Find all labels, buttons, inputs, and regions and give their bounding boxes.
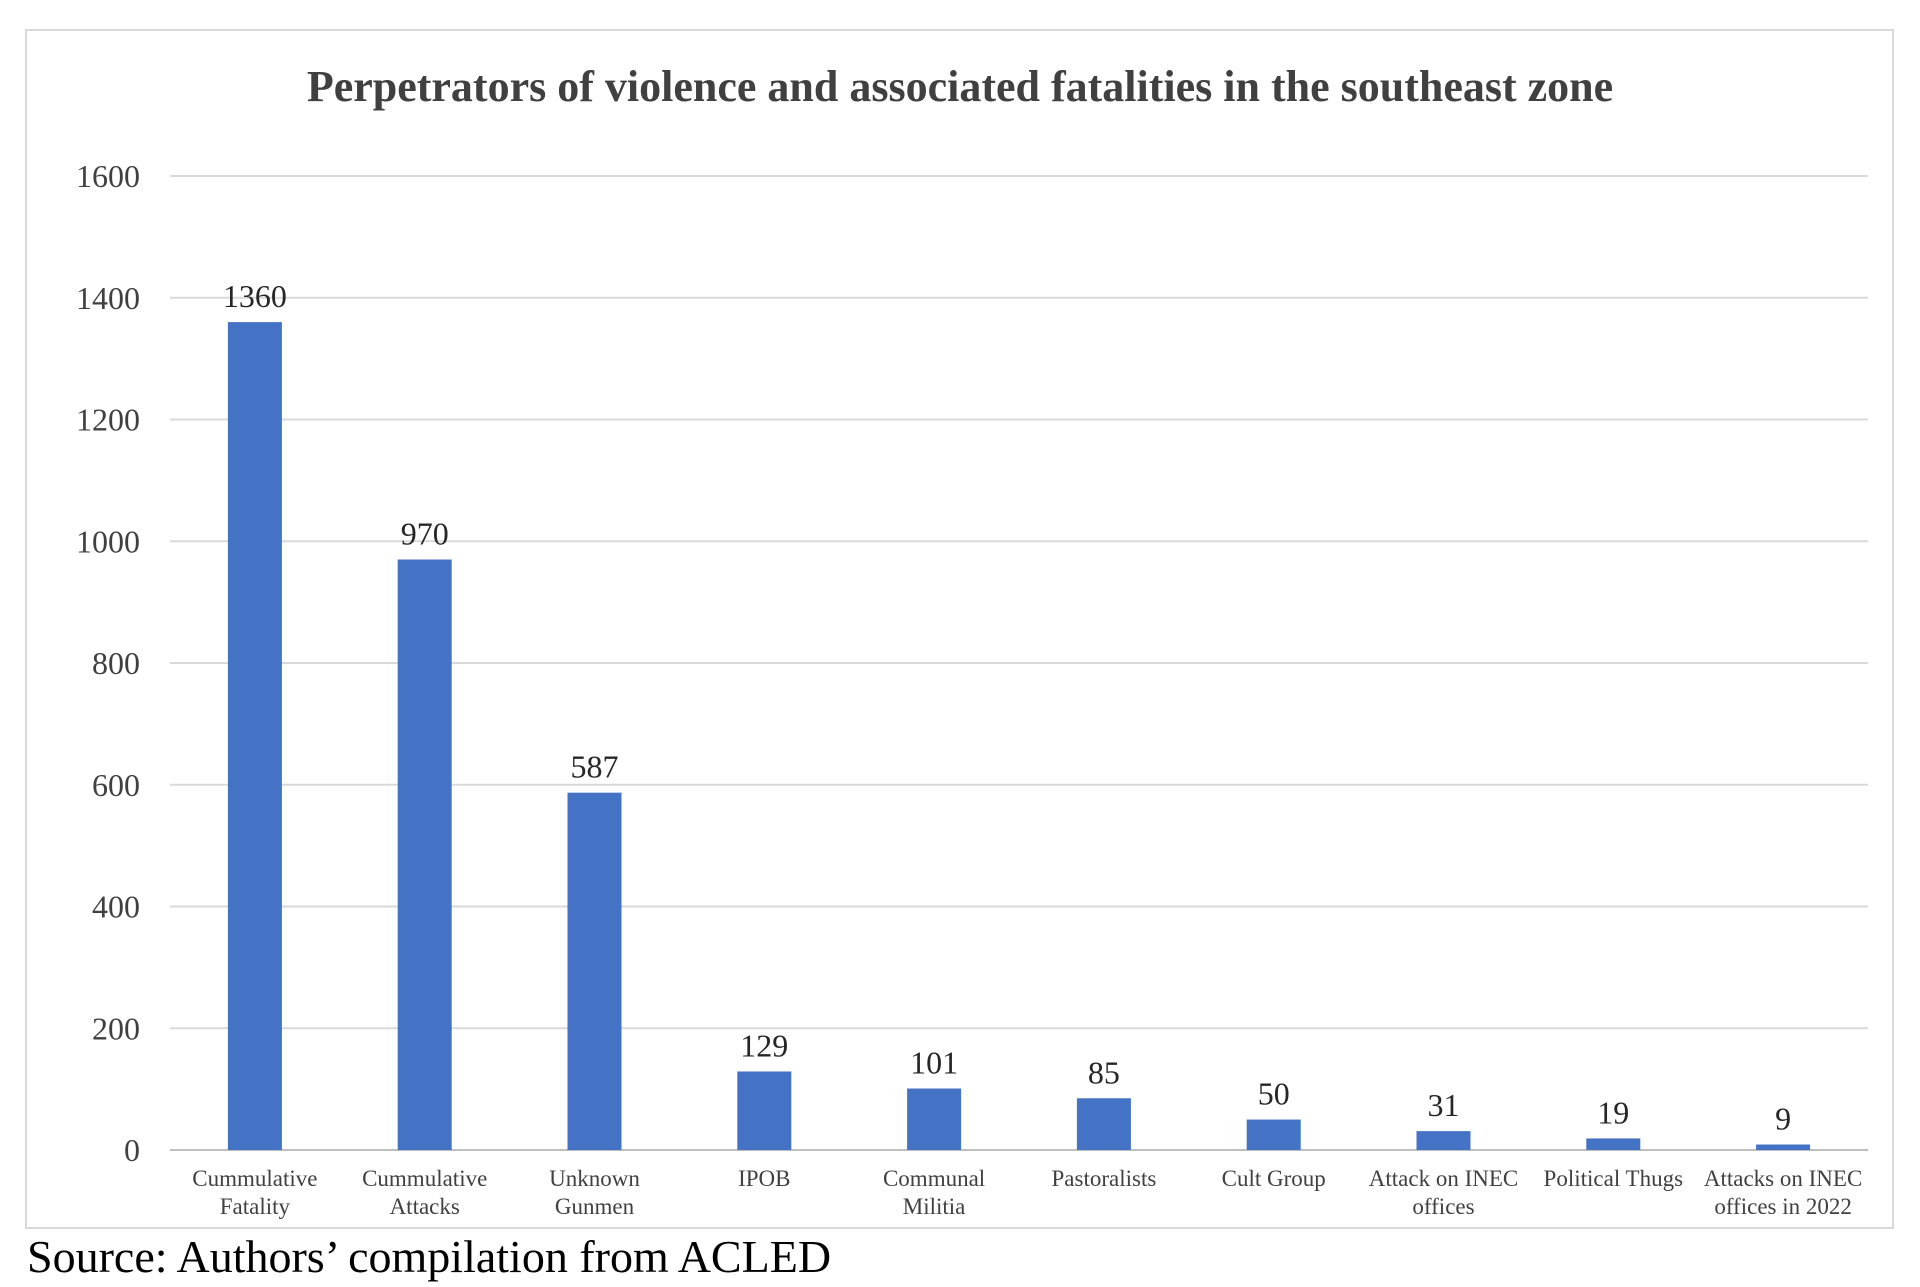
data-label: 9 [1775, 1101, 1791, 1137]
x-category-label-line: Cummulative [192, 1166, 317, 1191]
y-tick-label: 800 [92, 645, 140, 681]
y-tick-label: 400 [92, 889, 140, 925]
data-label: 1360 [223, 278, 287, 314]
x-category-label: Communal Militia [883, 1166, 985, 1219]
bar [1077, 1098, 1131, 1150]
x-category-label: Cult Group [1222, 1166, 1326, 1191]
y-tick-label: 0 [124, 1132, 140, 1168]
x-category-label: Unknown Gunmen [549, 1166, 640, 1219]
data-label: 50 [1258, 1076, 1290, 1112]
x-category-label: Attacks on INEC offices in 2022 [1704, 1166, 1862, 1219]
y-tick-label: 1200 [76, 402, 140, 438]
x-category-label-line: Cummulative [362, 1166, 487, 1191]
x-category-label-line: IPOB [738, 1166, 790, 1191]
data-label: 129 [740, 1027, 788, 1063]
bar [1586, 1138, 1640, 1150]
data-label: 587 [571, 749, 619, 785]
bar [398, 560, 452, 1150]
x-category-label-line: Political Thugs [1544, 1166, 1684, 1191]
data-label: 31 [1428, 1087, 1460, 1123]
x-category-label-line: Communal [883, 1166, 985, 1191]
x-category-label-line: Pastoralists [1052, 1166, 1157, 1191]
bar [737, 1071, 791, 1150]
data-label: 970 [401, 516, 449, 552]
x-category-label-line: Unknown [549, 1166, 640, 1191]
bar [228, 322, 282, 1150]
bar [568, 793, 622, 1150]
x-category-label: Cummulative Attacks [362, 1166, 487, 1219]
bar [1247, 1120, 1301, 1150]
x-category-label: Pastoralists [1052, 1166, 1157, 1191]
bar [907, 1089, 961, 1150]
data-label: 101 [910, 1045, 958, 1081]
data-label: 85 [1088, 1054, 1120, 1090]
chart-title: Perpetrators of violence and associated … [307, 62, 1613, 111]
x-category-label-line: offices in 2022 [1714, 1194, 1852, 1219]
x-category-label-line: Gunmen [555, 1194, 635, 1219]
data-label: 19 [1597, 1094, 1629, 1130]
x-category-label-line: Attacks on INEC [1704, 1166, 1862, 1191]
y-tick-label: 200 [92, 1010, 140, 1046]
y-tick-label: 600 [92, 767, 140, 803]
x-category-label: Attack on INEC offices [1369, 1166, 1518, 1219]
x-category-label-line: Cult Group [1222, 1166, 1326, 1191]
source-note: Source: Authors’ compilation from ACLED [27, 1232, 831, 1283]
y-tick-label: 1600 [76, 158, 140, 194]
x-category-label: Cummulative Fatality [192, 1166, 317, 1219]
bar [1417, 1131, 1471, 1150]
x-category-label-line: Attacks [390, 1194, 460, 1219]
y-axis-ticks: 0 200 400 600 800 1000 1200 1400 1600 [76, 158, 140, 1168]
bar-chart: Perpetrators of violence and associated … [0, 0, 1920, 1240]
y-tick-label: 1000 [76, 523, 140, 559]
x-category-label: Political Thugs [1544, 1166, 1684, 1191]
x-category-label-line: Attack on INEC [1369, 1166, 1518, 1191]
y-tick-label: 1400 [76, 280, 140, 316]
x-axis-categories: Cummulative Fatality Cummulative Attacks Unk… [192, 1166, 1862, 1219]
bars [228, 322, 1810, 1150]
x-category-label: IPOB [738, 1166, 790, 1191]
x-category-label-line: Militia [903, 1194, 966, 1219]
x-category-label-line: Fatality [220, 1194, 291, 1219]
x-category-label-line: offices [1412, 1194, 1474, 1219]
bar [1756, 1145, 1810, 1150]
data-labels: 1360 970 587 129 101 85 50 31 19 9 [223, 278, 1791, 1136]
